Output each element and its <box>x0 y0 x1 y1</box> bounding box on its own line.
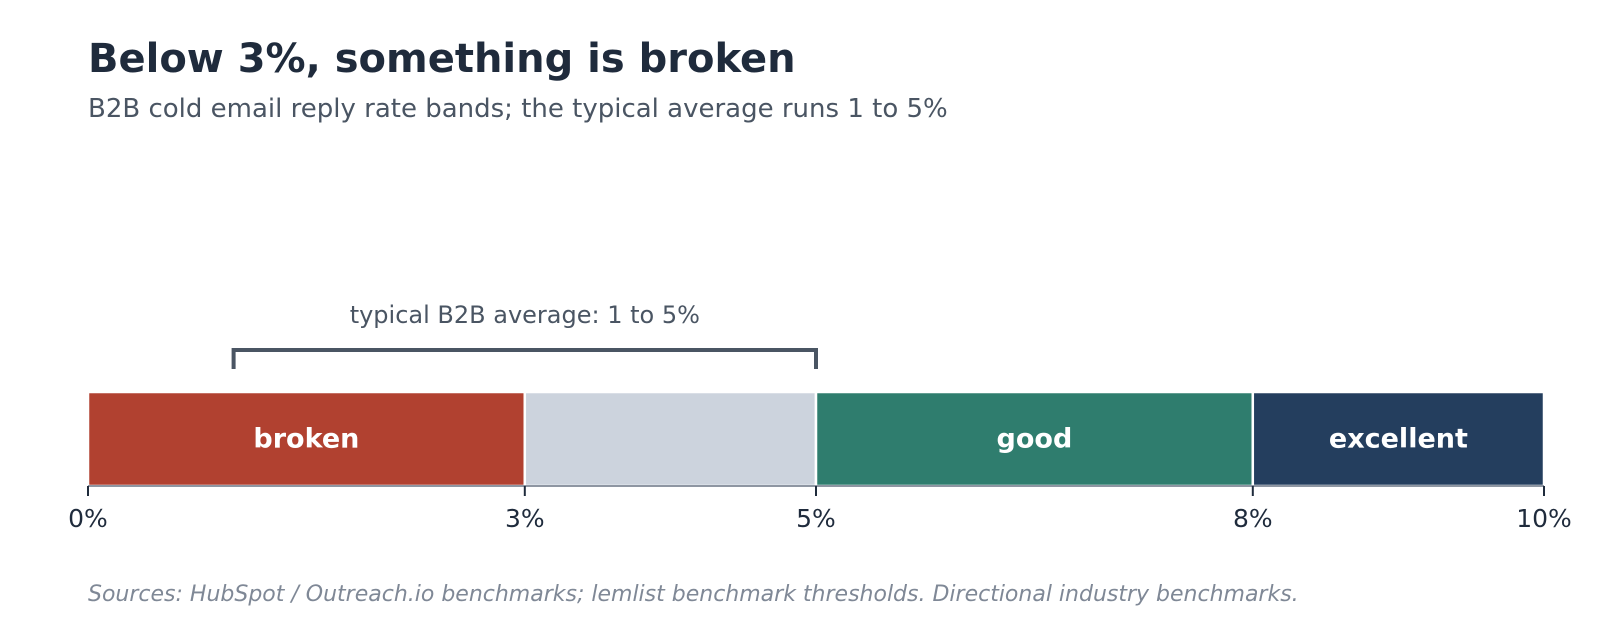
chart-source-note: Sources: HubSpot / Outreach.io benchmark… <box>88 582 1299 607</box>
band-unlabeled-1 <box>523 390 818 488</box>
band-labels-layer: broken good excellent <box>253 424 1468 455</box>
band-excellent <box>1251 390 1546 488</box>
chart-title: Below 3%, something is broken <box>88 36 796 82</box>
x-tick-label: 8% <box>1233 504 1273 533</box>
annotation-layer: typical B2B average: 1 to 5% <box>231 301 818 369</box>
band-label-broken: broken <box>253 424 359 455</box>
average-range-label: typical B2B average: 1 to 5% <box>350 301 700 329</box>
x-tick-label: 10% <box>1516 504 1572 533</box>
x-tick-label: 3% <box>505 504 545 533</box>
x-tick-label: 5% <box>796 504 836 533</box>
x-tick-label: 0% <box>68 504 108 533</box>
band-label-good: good <box>997 424 1073 455</box>
chart-subtitle: B2B cold email reply rate bands; the typ… <box>88 94 948 124</box>
average-range-bracket <box>231 348 818 369</box>
band-label-excellent: excellent <box>1329 424 1468 455</box>
x-axis: 0% 3% 5% 8% 10% <box>68 485 1572 533</box>
bands-layer <box>86 390 1546 488</box>
